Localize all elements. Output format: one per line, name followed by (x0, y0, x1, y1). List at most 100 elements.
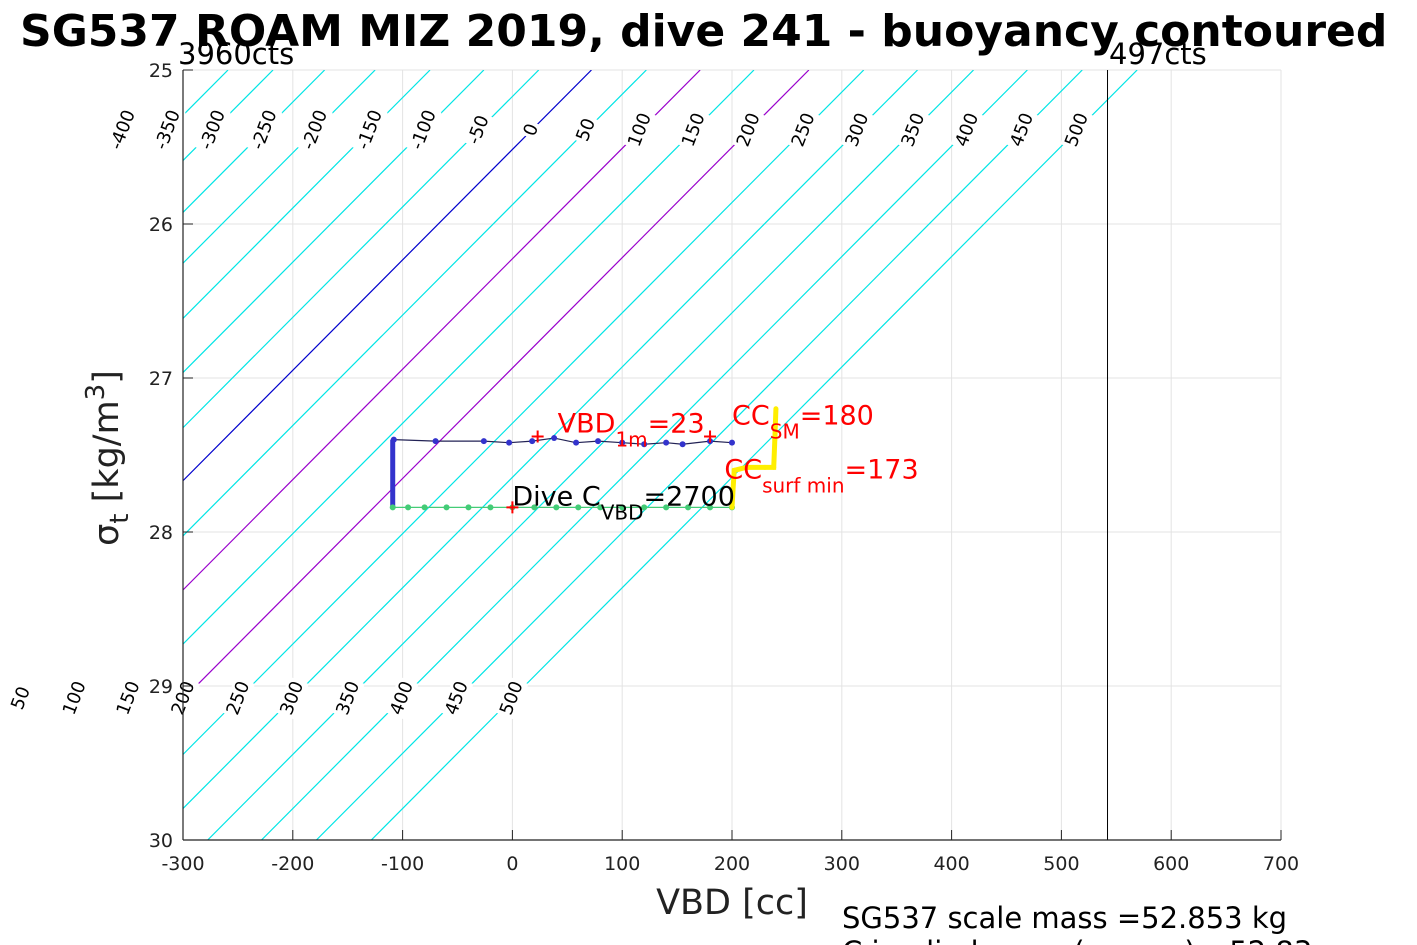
contour-line--100 (183, 70, 485, 374)
x-tick-label: -300 (161, 853, 204, 875)
y-tick-label: 25 (149, 60, 173, 82)
data-point-climb (663, 504, 670, 511)
x-tick-label: 0 (506, 853, 518, 875)
chart-title: SG537 ROAM MIZ 2019, dive 241 - buoyancy… (20, 6, 1387, 57)
contour-label-bg (950, 108, 984, 152)
contour-label-bg (840, 108, 875, 152)
max-counts-label: 497cts (1109, 37, 1207, 71)
contour-label-bg (896, 108, 931, 152)
data-point-dive (641, 441, 648, 448)
data-point-climb (641, 504, 648, 511)
data-point-climb (421, 504, 428, 511)
y-tick-label: 26 (149, 214, 173, 236)
data-point-climb (443, 504, 450, 511)
contour-label-bg (194, 105, 231, 155)
contour-label-bg (495, 676, 529, 720)
data-point-climb (707, 504, 714, 511)
contour-label-bg (1060, 108, 1094, 152)
contour-line-0 (183, 70, 592, 482)
contour-line-100 (183, 70, 701, 591)
contour-label-bg (104, 105, 141, 155)
contour-label-bg (1005, 108, 1039, 152)
data-point-dive (551, 435, 558, 442)
marker-label-main: CC (732, 401, 770, 432)
x-tick-label: 300 (824, 853, 860, 875)
marker-label-main: CC (724, 454, 762, 485)
contour-label-bg (149, 105, 186, 155)
contour-label-bg (352, 105, 388, 155)
contour-label-bg (385, 676, 419, 720)
data-point-dive (679, 441, 686, 448)
marker-label-sub: 1m (615, 428, 647, 452)
data-point-dive (480, 438, 487, 445)
x-tick-label: 200 (714, 853, 750, 875)
y-tick-label: 28 (149, 522, 173, 544)
data-point-surface (729, 504, 735, 510)
data-point-climb (575, 504, 582, 511)
marker-label: CCSM=180 (732, 401, 874, 444)
x-tick-label: 500 (1043, 853, 1079, 875)
data-point-dive (529, 438, 536, 445)
footer-line-2: C implied mass (approx) =52.83 (842, 935, 1312, 945)
data-point-climb (465, 504, 472, 511)
min-counts-label: 3960cts (178, 37, 294, 71)
x-tick-label: -100 (381, 853, 424, 875)
x-tick-label: 700 (1263, 853, 1299, 875)
data-point-dive (432, 438, 439, 445)
contour-label-bg (677, 108, 711, 152)
marker-label-sub: surf min (762, 473, 844, 497)
contour-label-bg (462, 110, 495, 150)
marker-label-sub: VBD (601, 500, 644, 524)
contour-label-bg (111, 676, 146, 720)
x-tick-label: -200 (271, 853, 314, 875)
data-point-climb (405, 504, 412, 511)
y-axis-label-rest: [kg/m (87, 400, 127, 513)
marker-label-value: =173 (845, 454, 919, 485)
contour-label-bg (518, 118, 544, 141)
contour-label-bg (571, 113, 601, 147)
contour-label-bg (331, 676, 365, 720)
data-point-climb (487, 504, 494, 511)
y-axis-label: σt [kg/m3] (81, 370, 135, 546)
data-point-dive (729, 439, 735, 446)
y-axis-label-sup: 3 (81, 384, 111, 401)
data-point-surface (771, 464, 777, 470)
data-point-climb (553, 504, 560, 511)
contour-label-bg (405, 105, 442, 155)
y-tick-label: 30 (149, 830, 173, 852)
contour-label: -350 (151, 107, 185, 153)
data-point-surface (762, 464, 768, 470)
marker-label-value: =180 (800, 401, 874, 432)
y-tick-label: 27 (149, 368, 173, 390)
x-tick-label: 100 (604, 853, 640, 875)
marker-label-main: Dive C (512, 481, 600, 512)
contour-line-150 (183, 70, 755, 645)
contour-line-50 (183, 70, 647, 537)
data-point-surface (731, 467, 737, 473)
data-point-dive (506, 439, 513, 446)
marker-label-main: VBD (558, 409, 616, 440)
contour-label-bg (58, 676, 92, 720)
contour-label: -400 (106, 107, 140, 153)
contour-label-bg (275, 676, 309, 720)
contour-labels: -400 -350 -300 -250 -200 -150 -100 -50 0 50 100 150… (6, 105, 1094, 720)
marker-label-value: =23 (648, 409, 705, 440)
y-axis-label-sub: t (105, 513, 135, 523)
contour-label-bg (440, 676, 474, 720)
x-tick-labels: -300 -200 -100 0 100 200 300 400 500 600 700 (161, 853, 1299, 875)
contour-line--200 (183, 70, 376, 265)
x-tick-label: 600 (1153, 853, 1189, 875)
data-point-surface (773, 406, 779, 412)
contour-label-bg (731, 108, 766, 152)
axes (182, 69, 1282, 841)
contour-label-bg (246, 105, 283, 155)
data-point-dive (663, 439, 670, 446)
footer-line-1: SG537 scale mass =52.853 kg (842, 901, 1287, 935)
contour-line-200 (183, 70, 810, 701)
contour-label: 150 (113, 678, 145, 718)
data-point-climb (619, 504, 626, 511)
contour-label-bg (786, 108, 821, 152)
contour-label-bg (221, 676, 256, 720)
